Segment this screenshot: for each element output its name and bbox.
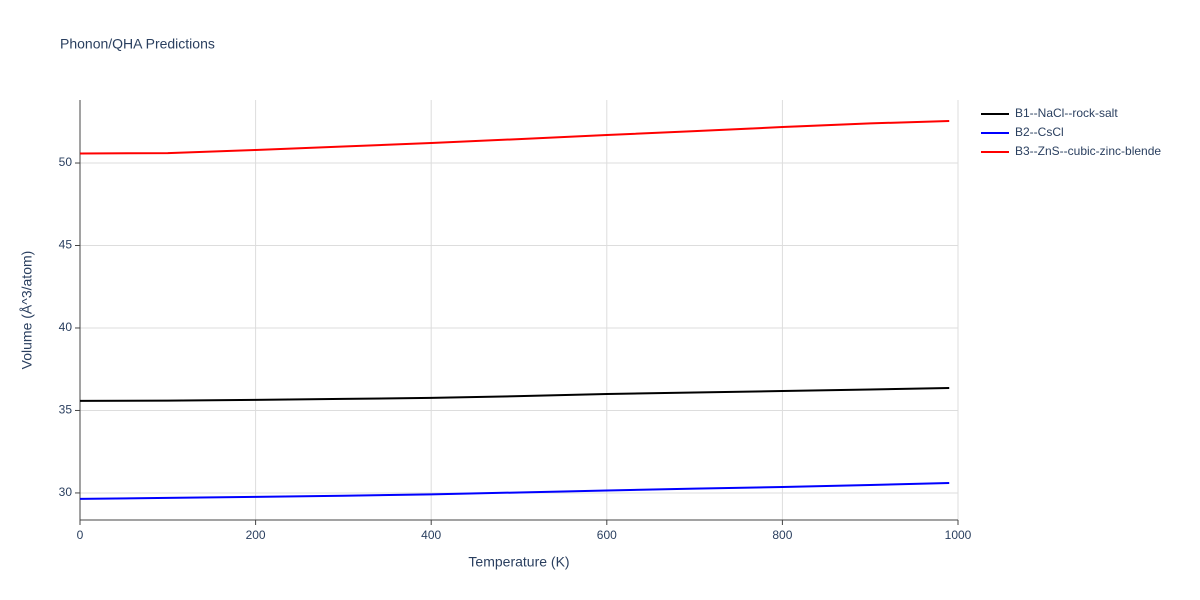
x-tick-label: 1000	[945, 528, 972, 542]
y-tick-label: 35	[59, 403, 73, 417]
y-tick-label: 40	[59, 320, 73, 334]
y-tick-label: 50	[59, 155, 73, 169]
x-tick-label: 200	[246, 528, 266, 542]
chart-title: Phonon/QHA Predictions	[60, 36, 215, 52]
x-axis-title: Temperature (K)	[468, 554, 569, 570]
x-tick-label: 0	[77, 528, 84, 542]
x-tick-label: 800	[772, 528, 792, 542]
x-tick-label: 400	[421, 528, 441, 542]
y-axis-title: Volume (Å^3/atom)	[19, 251, 35, 370]
y-tick-label: 30	[59, 485, 73, 499]
data-line	[79, 482, 950, 500]
legend-label: B2--CsCl	[1015, 125, 1064, 139]
x-tick-label: 600	[597, 528, 617, 542]
legend-label: B3--ZnS--cubic-zinc-blende	[1015, 144, 1161, 158]
data-line	[79, 387, 950, 402]
data-line	[79, 119, 950, 155]
legend-label: B1--NaCl--rock-salt	[1015, 106, 1118, 120]
y-tick-label: 45	[59, 238, 73, 252]
